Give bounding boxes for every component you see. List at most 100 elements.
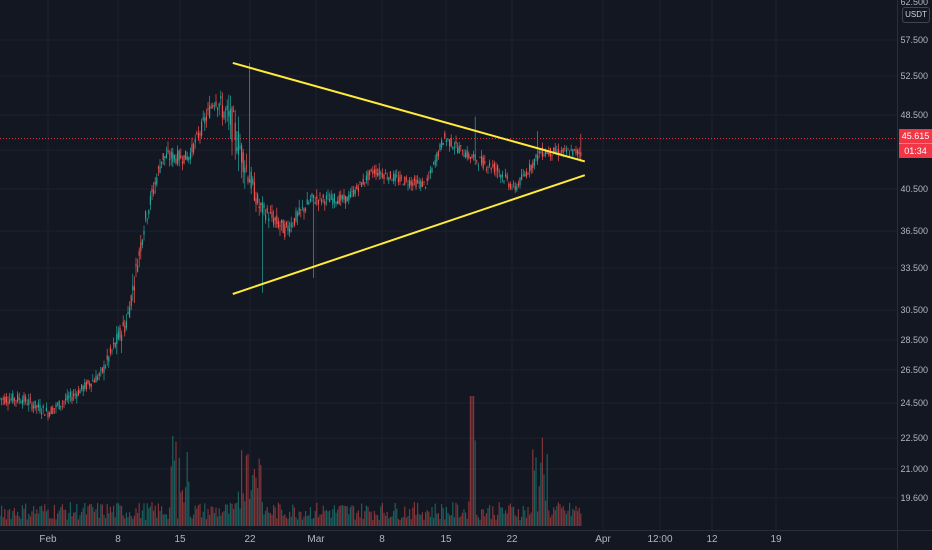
candle-body <box>450 137 452 147</box>
candle-body <box>351 191 353 192</box>
candle-body <box>31 403 33 410</box>
volume-bar <box>82 507 84 526</box>
candle-body <box>367 172 369 181</box>
volume-bar <box>68 512 70 526</box>
volume-bar <box>9 508 11 526</box>
candle-body <box>309 198 311 202</box>
volume-bar <box>114 517 116 526</box>
candle-body <box>98 373 100 376</box>
candle-body <box>173 155 175 160</box>
price-axis-label: 28.500 <box>900 335 928 345</box>
candle-body <box>18 397 20 400</box>
candle-body <box>161 161 163 164</box>
volume-bar <box>244 501 246 526</box>
volume-bar <box>473 396 475 526</box>
candle-body <box>79 390 81 394</box>
candle-body <box>53 408 55 410</box>
candle-body <box>364 182 366 183</box>
volume-bar <box>308 515 310 526</box>
volume-bar <box>79 515 81 526</box>
volume-bar <box>181 490 183 526</box>
volume-bar <box>167 518 169 526</box>
volume-bar <box>237 491 239 526</box>
candle-body <box>225 109 227 111</box>
candle-body <box>271 212 273 218</box>
candle-body <box>516 186 518 190</box>
candle-body <box>541 147 543 157</box>
candle-body <box>519 177 521 185</box>
candle-body <box>383 174 385 180</box>
volume-bar <box>33 505 35 526</box>
volume-bar <box>73 512 75 526</box>
candle-body <box>466 150 468 158</box>
time-axis-label: 22 <box>506 534 518 545</box>
candle-body <box>457 147 459 153</box>
candle-body <box>116 333 118 344</box>
candle-body <box>524 174 526 176</box>
time-axis-label: 8 <box>379 534 385 545</box>
candle-body <box>532 162 534 169</box>
volume-bar <box>297 519 299 526</box>
candle-body <box>180 155 182 159</box>
candle-body <box>298 207 300 215</box>
candle-body <box>538 151 540 154</box>
volume-bar <box>159 510 161 526</box>
volume-bar <box>247 453 249 526</box>
candle-body <box>452 147 454 149</box>
volume-bar <box>540 462 542 526</box>
price-axis-label: 24.500 <box>900 398 928 408</box>
candle-body <box>420 180 422 188</box>
volume-bar <box>316 502 318 526</box>
volume-bar <box>231 503 233 526</box>
candle-body <box>215 101 217 107</box>
volume-bar <box>124 518 126 526</box>
candle-body <box>577 149 579 155</box>
candle-body <box>49 412 51 416</box>
volume-bar <box>303 516 305 526</box>
candle-body <box>511 187 513 189</box>
candle-body <box>268 218 270 222</box>
volume-bar <box>234 503 236 526</box>
currency-label[interactable]: USDT <box>902 7 930 23</box>
volume-bar <box>333 505 335 526</box>
volume-bar <box>522 505 524 526</box>
volume-bar <box>60 507 62 526</box>
volume-bar <box>471 396 473 526</box>
volume-bar <box>57 513 59 526</box>
volume-bar <box>133 515 135 526</box>
candle-body <box>25 396 27 402</box>
volume-bar <box>285 517 287 526</box>
volume-bar <box>154 505 156 526</box>
volume-bar <box>530 512 532 526</box>
volume-bar <box>12 511 14 526</box>
candle-body <box>101 367 103 373</box>
candle-body <box>153 190 155 194</box>
candle-body <box>428 176 430 178</box>
volume-bar <box>474 440 476 526</box>
volume-bar <box>433 517 435 526</box>
volume-bar <box>1 505 3 526</box>
candle-body <box>359 181 361 183</box>
volume-bar <box>34 513 36 526</box>
volume-bar <box>61 504 63 526</box>
volume-bar <box>477 517 479 526</box>
volume-bar <box>18 516 20 526</box>
candle-body <box>12 393 14 403</box>
volume-bar <box>354 519 356 526</box>
volume-bar <box>177 518 179 526</box>
candle-body <box>473 154 475 157</box>
candle-body <box>325 195 327 200</box>
volume-bar <box>194 505 196 526</box>
volume-bar <box>229 502 231 526</box>
candle-body <box>562 148 564 154</box>
volume-bar <box>415 514 417 526</box>
candle-body <box>463 155 465 158</box>
volume-bar <box>77 519 79 526</box>
candle-body <box>74 393 76 395</box>
volume-bar <box>362 518 364 526</box>
volume-bar <box>228 513 230 526</box>
candle-body <box>154 181 156 185</box>
volume-bar <box>372 519 374 526</box>
